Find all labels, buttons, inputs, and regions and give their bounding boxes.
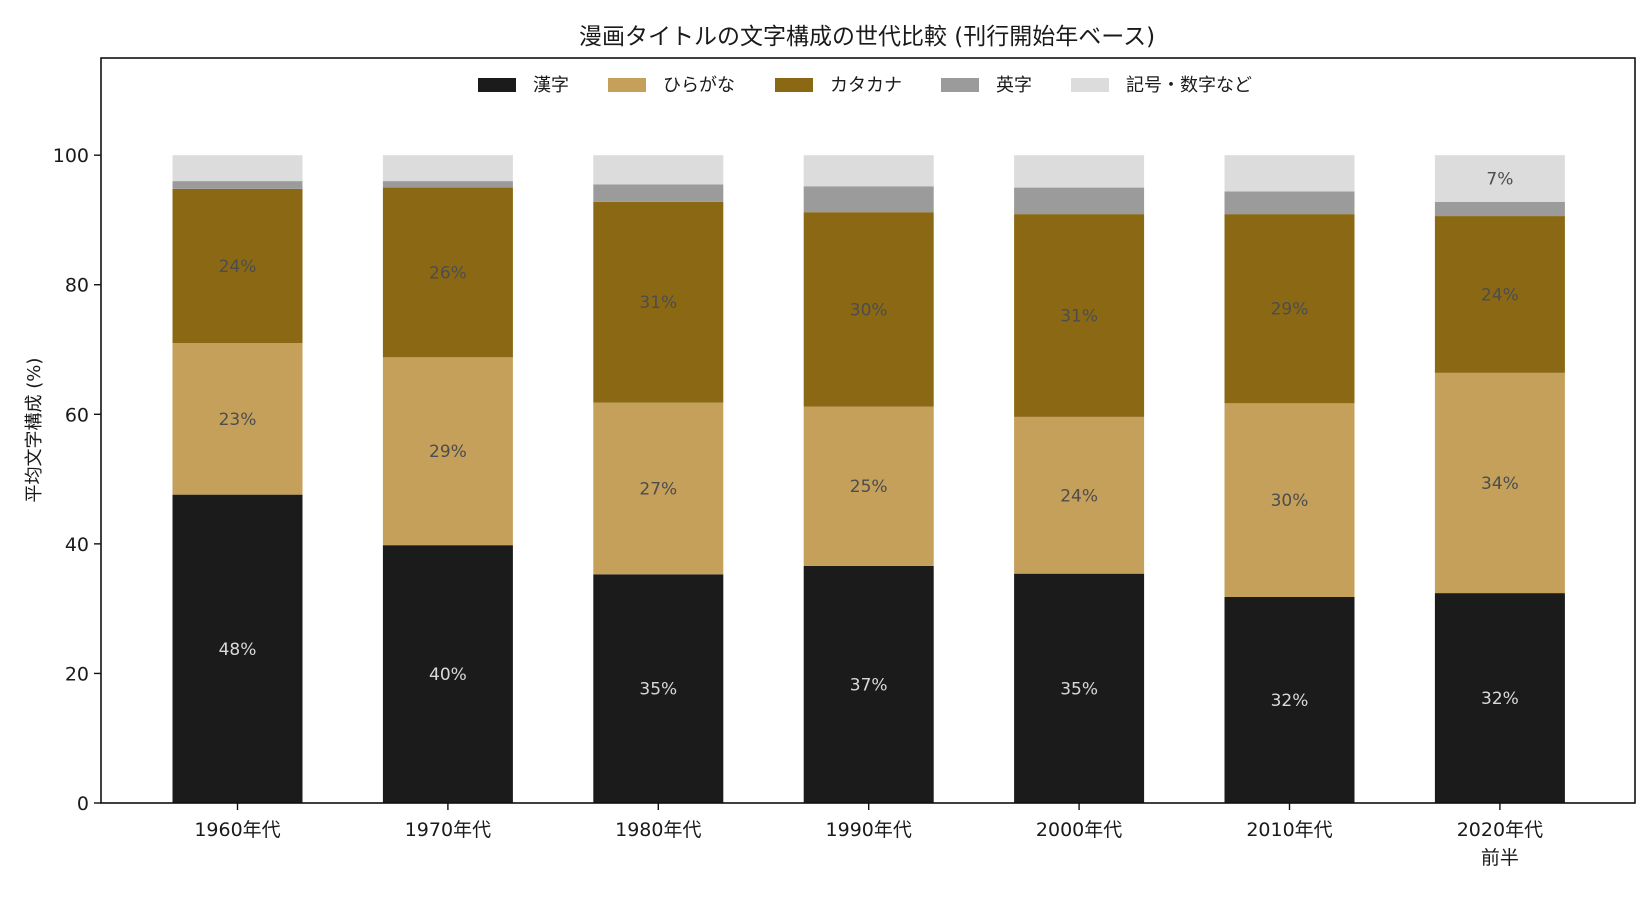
legend-label: 記号・数字など [1126,75,1252,96]
bar-segment [1014,573,1145,803]
bar-labels-layer: 48% 40% 35% 37% 35% 32% 32% 23% 29% 27% 25% 24% 30% 3… [219,169,1519,711]
bar-segment [593,184,724,202]
x-axis: 1960年代 1970年代 1980年代 1990年代 2000年代 2010年代 2020… [194,803,1543,869]
x-tick-label: 1960年代 [194,819,280,841]
x-tick-label: 1990年代 [826,819,912,841]
bar-segment [382,155,513,182]
legend-item: カタカナ [775,75,902,96]
x-tick-label: 1980年代 [615,819,701,841]
y-axis: 0 20 40 60 80 100 [53,145,101,815]
x-tick-label: 2010年代 [1246,819,1332,841]
legend-item: 英字 [941,75,1032,96]
bar-data-label: 30% [850,300,888,320]
bar-segment [172,155,303,182]
legend-label: 漢字 [533,75,569,96]
legend-label: カタカナ [830,75,902,96]
bar-segment [382,187,513,358]
bar-segment [1014,187,1145,215]
bar-segment [1434,593,1565,803]
bar-data-label: 23% [219,410,257,430]
bar-segment [1224,214,1355,404]
legend-swatch [1071,78,1109,92]
bar-segment [1014,416,1145,574]
bar-data-label: 34% [1481,474,1519,494]
bar-data-label: 35% [639,680,677,700]
bar-segment [803,565,934,803]
legend: 漢字 ひらがな カタカナ 英字 記号・数字など [478,75,1252,96]
bar-segment [1224,403,1355,597]
bar-segment [593,155,724,185]
bar-segment [803,186,934,213]
bar-data-label: 26% [429,263,467,283]
bar-data-label: 25% [850,477,888,497]
bar-segment [172,343,303,495]
bar-segment [382,181,513,188]
bar-data-label: 37% [850,675,888,695]
bar-segment [172,188,303,344]
legend-item: ひらがな [608,75,735,96]
y-tick-label: 40 [65,534,89,556]
bar-segment [593,402,724,575]
legend-item: 漢字 [478,75,569,96]
x-tick-label: 2020年代 [1457,819,1543,841]
chart-title: 漫画タイトルの文字構成の世代比較 (刊行開始年ベース) [579,24,1155,50]
bar-data-label: 48% [219,640,257,660]
bar-segment [382,357,513,546]
legend-swatch [608,78,646,92]
bar-data-label: 24% [1060,486,1098,506]
bar-segment [172,494,303,803]
bar-data-label: 27% [639,479,677,499]
bar-data-label: 35% [1060,679,1098,699]
bar-data-label: 24% [219,257,257,277]
plot-frame [100,57,1636,804]
bar-data-label: 29% [429,442,467,462]
x-tick-label: 1970年代 [405,819,491,841]
x-tick-label: 前半 [1481,847,1519,869]
y-tick-label: 0 [77,793,89,815]
bar-data-label: 32% [1481,689,1519,709]
bar-data-label: 40% [429,665,467,685]
legend-swatch [775,78,813,92]
bar-segment [1434,372,1565,594]
bar-segment [1434,216,1565,373]
legend-label: ひらがな [663,75,735,96]
bar-segment [593,574,724,803]
bar-segment [1434,201,1565,217]
bar-segment [172,181,303,189]
legend-item: 記号・数字など [1071,75,1252,96]
y-tick-label: 60 [65,404,89,426]
legend-label: 英字 [996,75,1032,96]
bar-segment [1014,155,1145,188]
bar-data-label: 31% [639,293,677,313]
bar-data-label: 31% [1060,307,1098,327]
bars-layer [172,155,1565,803]
bar-data-label: 29% [1271,300,1309,320]
bar-segment [593,201,724,403]
bar-segment [1224,596,1355,803]
bar-data-label: 24% [1481,285,1519,305]
y-axis-label: 平均文字構成 (%) [24,358,45,503]
y-tick-label: 20 [65,663,89,685]
bar-data-label: 7% [1486,169,1513,189]
legend-swatch [941,78,979,92]
bar-segment [803,212,934,407]
x-tick-label: 2000年代 [1036,819,1122,841]
bar-data-label: 30% [1271,491,1309,511]
bar-segment [803,155,934,187]
bar-segment [1224,191,1355,215]
bar-segment [1224,155,1355,192]
y-tick-label: 100 [53,145,89,167]
legend-swatch [478,78,516,92]
bar-segment [803,406,934,566]
bar-segment [1014,214,1145,417]
bar-segment [382,545,513,803]
y-tick-label: 80 [65,275,89,297]
bar-data-label: 32% [1271,691,1309,711]
bar-segment [1434,155,1565,202]
